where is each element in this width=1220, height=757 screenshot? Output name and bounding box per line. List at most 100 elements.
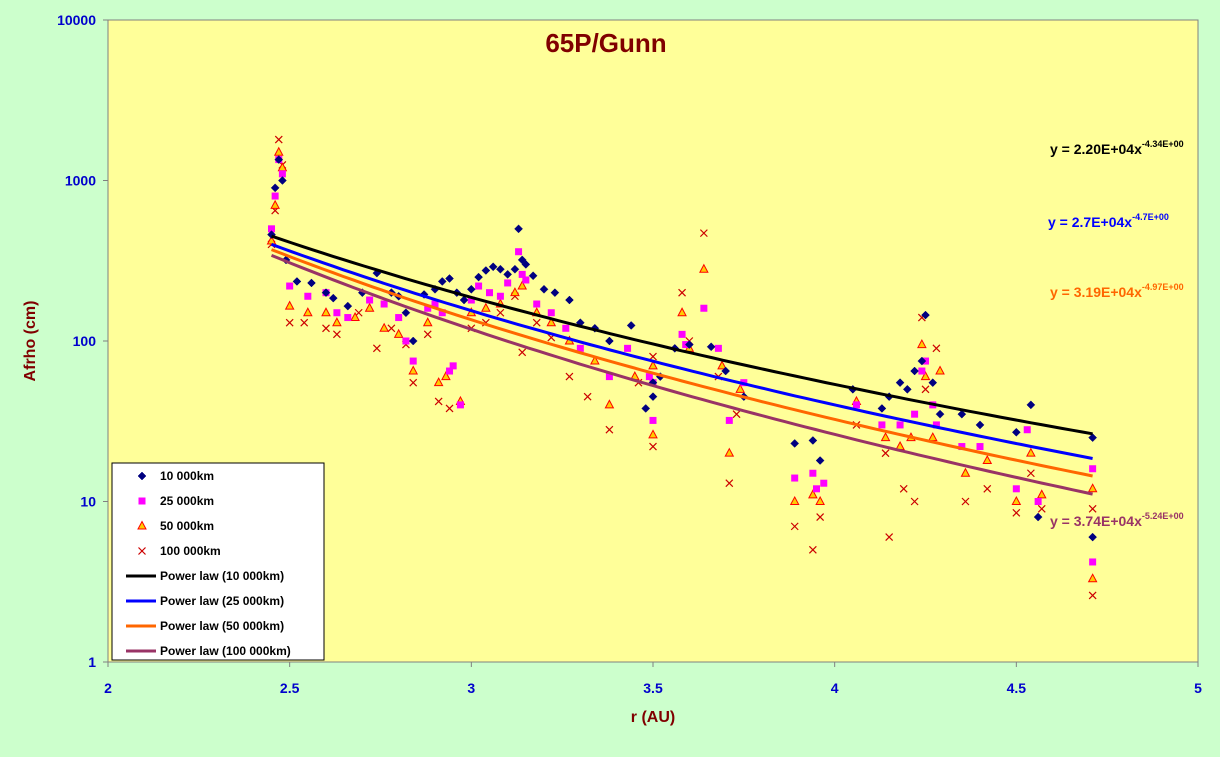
data-point <box>576 344 584 352</box>
fit-line <box>270 248 1093 478</box>
data-point <box>562 324 570 332</box>
data-point <box>809 469 817 477</box>
data-point <box>481 302 491 312</box>
data-point <box>928 378 938 388</box>
data-point <box>496 264 505 274</box>
x-tick-label: 3.5 <box>643 680 663 696</box>
data-point <box>717 360 727 370</box>
data-point <box>372 344 381 353</box>
data-point <box>503 270 513 279</box>
data-point <box>278 176 287 185</box>
data-point <box>721 366 731 376</box>
data-point <box>1088 532 1097 542</box>
data-point <box>533 300 541 308</box>
data-point <box>510 287 520 297</box>
data-point <box>304 292 312 300</box>
data-point <box>975 420 985 430</box>
data-point <box>921 310 930 320</box>
data-point <box>626 321 636 330</box>
y-tick-label: 10000 <box>57 12 96 28</box>
y-tick-label: 10 <box>80 494 96 510</box>
data-point <box>714 344 722 352</box>
legend: 10 000km 25 000km 50 000km 100 000km Power l… <box>111 462 325 661</box>
data-point <box>910 497 919 506</box>
legend-marker <box>138 547 146 555</box>
y-axis-ticks: 1 10 100 1000 10000 <box>57 12 108 670</box>
x-tick-label: 3 <box>467 680 475 696</box>
data-point <box>624 344 632 352</box>
data-point <box>918 367 926 375</box>
data-point <box>732 410 741 419</box>
data-point <box>422 317 433 327</box>
data-point <box>515 248 523 256</box>
data-point <box>274 135 283 144</box>
legend-label: 50 000km <box>160 519 214 533</box>
data-point <box>684 340 694 349</box>
data-point <box>880 432 891 442</box>
data-point <box>976 443 984 451</box>
data-point <box>815 495 825 505</box>
data-point <box>808 489 818 499</box>
data-point <box>706 342 716 352</box>
x-axis-ticks: 2 2.5 3 3.5 4 4.5 5 <box>104 662 1202 696</box>
fit-line <box>270 242 1093 460</box>
data-point <box>808 545 817 554</box>
data-point <box>958 443 966 451</box>
data-point <box>605 373 613 381</box>
data-point <box>547 309 555 317</box>
data-point <box>649 352 657 361</box>
data-point <box>1012 485 1020 493</box>
data-point <box>278 170 286 178</box>
data-point <box>1037 504 1046 513</box>
fit-line <box>270 254 1093 496</box>
data-point <box>1034 498 1042 505</box>
legend-label: Power law (50 000km) <box>160 619 284 633</box>
data-point <box>590 355 600 365</box>
data-point <box>649 442 657 451</box>
y-tick-label: 100 <box>73 333 97 349</box>
data-point <box>343 301 353 311</box>
data-point <box>344 314 352 322</box>
data-point <box>678 330 686 338</box>
data-point <box>532 318 541 327</box>
data-point <box>917 356 927 366</box>
data-point <box>424 304 432 312</box>
data-point <box>366 296 374 304</box>
data-point <box>332 317 342 327</box>
legend-label: Power law (100 000km) <box>160 644 291 658</box>
data-point <box>268 225 275 233</box>
data-point <box>678 288 686 297</box>
data-point <box>514 224 523 234</box>
chart-title: 65P/Gunn <box>545 28 666 58</box>
data-point <box>920 371 931 381</box>
data-point <box>648 360 658 370</box>
data-point <box>364 302 375 312</box>
data-point <box>350 311 360 322</box>
data-point <box>322 324 330 333</box>
data-point <box>789 495 800 505</box>
data-point <box>271 192 279 200</box>
data-point <box>957 409 967 419</box>
data-point <box>379 322 389 332</box>
data-point <box>1026 469 1035 478</box>
data-point <box>896 421 904 429</box>
data-point <box>725 479 734 488</box>
data-point <box>932 344 941 353</box>
data-point <box>321 307 331 317</box>
x-tick-label: 4 <box>831 680 839 696</box>
data-point <box>456 401 464 409</box>
data-point <box>286 282 294 290</box>
data-point <box>902 384 912 394</box>
data-point <box>438 309 446 317</box>
data-point <box>266 235 277 245</box>
data-point <box>816 513 825 521</box>
data-point <box>935 365 945 375</box>
data-point <box>521 260 531 269</box>
data-point <box>648 429 658 439</box>
data-point <box>983 484 992 493</box>
y-tick-label: 1000 <box>65 173 96 189</box>
data-point <box>699 263 709 273</box>
legend-label: 100 000km <box>160 544 221 558</box>
data-point <box>467 296 475 304</box>
data-point <box>921 385 930 394</box>
